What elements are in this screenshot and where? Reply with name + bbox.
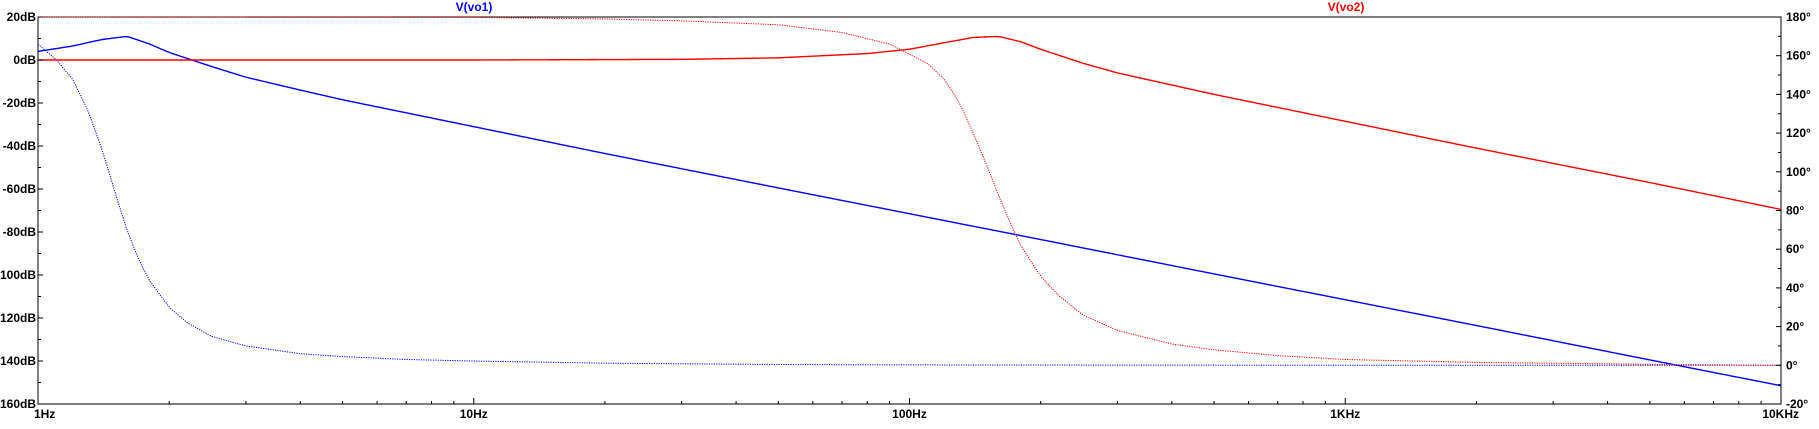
- left-tick-label: -140dB: [0, 354, 36, 368]
- x-tick-label: 10Hz: [460, 407, 488, 421]
- vvo1-magnitude-line: [37, 35, 1782, 387]
- left-tick-label: 0dB: [13, 53, 36, 67]
- right-tick-label: 80°: [1786, 204, 1804, 218]
- vvo2-trace-label[interactable]: V(vo2): [1328, 0, 1365, 14]
- x-tick-label: 1KHz: [1330, 407, 1360, 421]
- trace-legend: V(vo1) V(vo2): [456, 0, 1365, 14]
- x-tick-label: 1Hz: [34, 407, 55, 421]
- right-tick-label: 100°: [1786, 165, 1811, 179]
- right-tick-label: 120°: [1786, 126, 1811, 140]
- x-tick-label: 100Hz: [892, 407, 927, 421]
- right-axis-phase: 180° 160° 140° 120° 100° 80° 60° 40° 20° 0° -20°: [1776, 10, 1811, 411]
- right-tick-label: 60°: [1786, 242, 1804, 256]
- left-tick-label: -120dB: [0, 311, 36, 325]
- right-tick-label: 20°: [1786, 320, 1804, 334]
- left-tick-label: -40dB: [3, 139, 37, 153]
- left-tick-label: -160dB: [0, 397, 36, 411]
- left-tick-label: -100dB: [0, 268, 36, 282]
- left-tick-label: -60dB: [3, 182, 37, 196]
- right-tick-label: 160°: [1786, 49, 1811, 63]
- vvo1-phase-line: [37, 43, 1781, 366]
- left-axis-magnitude: 20dB 0dB -20dB -40dB -60dB -80dB -100dB -120dB -…: [0, 10, 43, 411]
- curves-group: [37, 16, 1782, 387]
- plot-frame: [37, 16, 1782, 405]
- right-tick-label: -20°: [1786, 397, 1808, 411]
- x-tick-label: 10KHz: [1762, 407, 1799, 421]
- right-tick-label: 0°: [1786, 358, 1798, 372]
- right-tick-label: 180°: [1786, 10, 1811, 24]
- vvo1-trace-label[interactable]: V(vo1): [456, 0, 493, 14]
- right-tick-label: 140°: [1786, 87, 1811, 101]
- vvo2-phase-line: [38, 16, 1782, 366]
- left-tick-label: -20dB: [3, 96, 37, 110]
- left-tick-label: 20dB: [7, 10, 37, 24]
- vvo2-magnitude-line: [38, 35, 1782, 211]
- right-tick-label: 40°: [1786, 281, 1804, 295]
- left-tick-label: -80dB: [3, 225, 37, 239]
- x-axis: 1Hz 10Hz 100Hz 1KHz 10KHz: [34, 398, 1799, 421]
